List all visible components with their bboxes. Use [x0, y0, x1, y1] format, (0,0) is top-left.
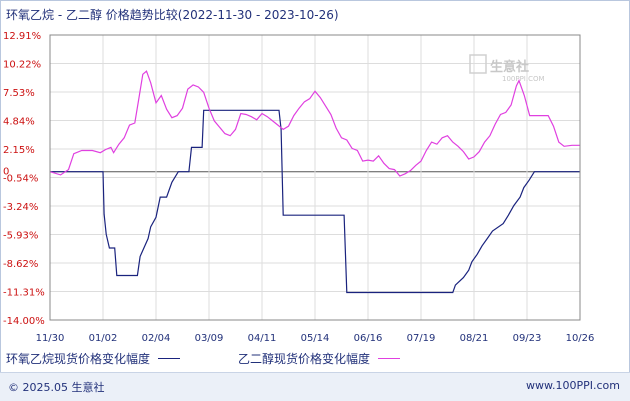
- y-tick-label: -5.93%: [3, 231, 38, 242]
- x-tick-label: 02/04: [142, 333, 171, 344]
- footer-copyright: © 2025.05 生意社: [8, 381, 105, 394]
- zero-tick-label: 0: [3, 167, 9, 178]
- legend-label-series2: 乙二醇现货价格变化幅度: [238, 352, 371, 366]
- plot-border: [49, 34, 581, 321]
- chart-area: 生意社 100PPI.COM 12.91% 10.22% 7.53% 4.84% 2.1…: [3, 31, 595, 344]
- watermark-url: 100PPI.COM: [502, 75, 545, 83]
- series-line-1: [50, 109, 580, 294]
- y-tick-label: 12.91%: [3, 31, 41, 42]
- y-axis-ticks: 12.91% 10.22% 7.53% 4.84% 2.15% -0.54% -3.24% -…: [3, 31, 45, 327]
- legend-item-series1: 环氧乙烷现货价格变化幅度: [6, 350, 181, 367]
- legend-label-series1: 环氧乙烷现货价格变化幅度: [6, 352, 151, 366]
- watermark-house-icon: [469, 54, 487, 74]
- y-tick-label: -8.62%: [3, 259, 38, 270]
- legend-swatch-series1: [158, 358, 181, 359]
- y-tick-label: -11.31%: [3, 288, 45, 299]
- x-tick-label: 03/09: [195, 333, 224, 344]
- x-tick-label: 05/14: [301, 333, 330, 344]
- x-tick-label: 08/21: [460, 333, 489, 344]
- series-line-2: [49, 70, 580, 177]
- y-tick-label: 4.84%: [3, 116, 35, 127]
- y-tick-label: 7.53%: [3, 88, 35, 99]
- legend: 环氧乙烷现货价格变化幅度 乙二醇现货价格变化幅度: [6, 350, 606, 366]
- legend-swatch-series2: [378, 358, 401, 359]
- x-tick-label: 11/30: [36, 333, 65, 344]
- watermark-logo: 生意社 100PPI.COM: [469, 54, 545, 83]
- y-tick-label: -14.00%: [3, 316, 45, 327]
- y-tick-label: 10.22%: [3, 59, 41, 70]
- y-tick-label: -3.24%: [3, 202, 38, 213]
- grid: [49, 34, 581, 321]
- x-axis-ticks: 11/30 01/02 02/04 03/09 04/11 05/14 06/16 07/19…: [36, 333, 595, 344]
- x-tick-label: 10/26: [566, 333, 595, 344]
- x-tick-label: 09/23: [513, 333, 542, 344]
- y-tick-label: -0.54%: [3, 173, 38, 184]
- watermark-brand: 生意社: [490, 59, 529, 75]
- footer-url-link[interactable]: www.100PPI.com: [526, 379, 620, 392]
- legend-item-series2: 乙二醇现货价格变化幅度: [238, 350, 401, 367]
- series-lines: [49, 70, 580, 294]
- x-tick-label: 07/19: [407, 333, 436, 344]
- footer-bar: © 2025.05 生意社 www.100PPI.com: [0, 372, 630, 401]
- x-tick-label: 06/16: [354, 333, 383, 344]
- chart-title: 环氧乙烷 - 乙二醇 价格趋势比较(2022-11-30 - 2023-10-2…: [6, 8, 339, 22]
- y-tick-label: 2.15%: [3, 145, 35, 156]
- x-tick-label: 04/11: [248, 333, 277, 344]
- x-tick-label: 01/02: [89, 333, 118, 344]
